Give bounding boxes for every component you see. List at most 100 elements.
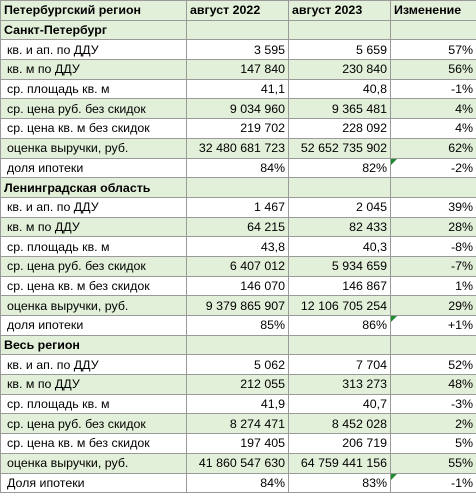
value-aug-2023: 86%	[288, 315, 391, 336]
table-row: кв. и ап. по ДДУ 3 595 5 659 57%	[0, 39, 476, 61]
value-aug-2022: 84%	[186, 472, 289, 494]
value-change: -2%	[390, 157, 476, 179]
value-change: 52%	[390, 354, 476, 376]
value-aug-2022: 41 860 547 630	[186, 452, 289, 474]
value-aug-2023: 5 659	[288, 39, 391, 61]
row-label: оценка выручки, руб.	[0, 295, 187, 316]
value-aug-2023: 82%	[288, 157, 391, 179]
value-change: 29%	[390, 295, 476, 316]
value-change: -1%	[390, 472, 476, 494]
row-label: кв. и ап. по ДДУ	[0, 196, 187, 218]
table-row: кв. м по ДДУ 147 840 230 840 56%	[0, 59, 476, 80]
value-aug-2022: 146 070	[186, 275, 289, 297]
table-row: Доля ипотеки 84% 83% -1%	[0, 472, 476, 494]
value-aug-2022: 85%	[186, 315, 289, 336]
table-row: оценка выручки, руб. 41 860 547 630 64 759…	[0, 452, 476, 474]
value-aug-2022: 147 840	[186, 59, 289, 80]
value-change: 62%	[390, 137, 476, 159]
row-label: оценка выручки, руб.	[0, 452, 187, 474]
empty-cell	[288, 177, 391, 198]
value-aug-2023: 52 652 735 902	[288, 137, 391, 159]
value-aug-2023: 206 719	[288, 433, 391, 454]
row-label: Доля ипотеки	[0, 472, 187, 494]
value-change: 28%	[390, 216, 476, 238]
value-aug-2023: 2 045	[288, 196, 391, 218]
header-region: Петербургский регион	[0, 0, 187, 21]
row-label: ср. цена руб. без скидок	[0, 255, 187, 277]
row-label: кв. м по ДДУ	[0, 374, 187, 395]
section-header-row: Санкт-Петербург	[0, 19, 476, 41]
value-aug-2022: 212 055	[186, 374, 289, 395]
row-label: ср. площадь кв. м	[0, 393, 187, 415]
value-aug-2023: 7 704	[288, 354, 391, 376]
row-label: ср. цена руб. без скидок	[0, 413, 187, 435]
value-aug-2023: 40,7	[288, 393, 391, 415]
value-aug-2023: 64 759 441 156	[288, 452, 391, 474]
table-row: кв. м по ДДУ 212 055 313 273 48%	[0, 374, 476, 395]
row-label: ср. цена кв. м без скидок	[0, 275, 187, 297]
empty-cell	[186, 177, 289, 198]
value-aug-2023: 146 867	[288, 275, 391, 297]
value-aug-2023: 8 452 028	[288, 413, 391, 435]
table-row: ср. площадь кв. м 41,1 40,8 -1%	[0, 78, 476, 100]
section-title: Ленинградская область	[0, 177, 187, 198]
table-row: ср. цена кв. м без скидок 146 070 146 867 1…	[0, 275, 476, 297]
value-aug-2022: 43,8	[186, 236, 289, 257]
value-change: 4%	[390, 98, 476, 120]
row-label: ср. цена кв. м без скидок	[0, 118, 187, 139]
table-row: доля ипотеки 84% 82% -2%	[0, 157, 476, 179]
value-aug-2022: 84%	[186, 157, 289, 179]
value-change: -7%	[390, 255, 476, 277]
row-label: кв. и ап. по ДДУ	[0, 39, 187, 61]
table-body: Санкт-Петербург кв. и ап. по ДДУ 3 595 5 65…	[0, 19, 476, 494]
section-header-row: Ленинградская область	[0, 177, 476, 198]
value-aug-2022: 64 215	[186, 216, 289, 238]
header-aug-2022: август 2022	[186, 0, 289, 21]
empty-cell	[390, 19, 476, 41]
value-change: 5%	[390, 433, 476, 454]
table-header-row: Петербургский регион август 2022 август …	[0, 0, 476, 21]
row-label: кв. и ап. по ДДУ	[0, 354, 187, 376]
section-header-row: Весь регион	[0, 334, 476, 356]
value-aug-2022: 9 379 865 907	[186, 295, 289, 316]
empty-cell	[390, 177, 476, 198]
empty-cell	[390, 334, 476, 356]
empty-cell	[288, 334, 391, 356]
section-title: Весь регион	[0, 334, 187, 356]
value-aug-2022: 1 467	[186, 196, 289, 218]
table-row: ср. цена кв. м без скидок 219 702 228 092 4…	[0, 118, 476, 139]
value-change: +1%	[390, 315, 476, 336]
table-row: ср. цена руб. без скидок 8 274 471 8 452 0…	[0, 413, 476, 435]
value-aug-2022: 5 062	[186, 354, 289, 376]
row-label: кв. м по ДДУ	[0, 216, 187, 238]
table-row: кв. и ап. по ДДУ 1 467 2 045 39%	[0, 196, 476, 218]
table-row: оценка выручки, руб. 32 480 681 723 52 652…	[0, 137, 476, 159]
table-row: ср. цена кв. м без скидок 197 405 206 719 5…	[0, 433, 476, 454]
value-change: 57%	[390, 39, 476, 61]
value-aug-2023: 40,8	[288, 78, 391, 100]
table-row: кв. м по ДДУ 64 215 82 433 28%	[0, 216, 476, 238]
table-row: ср. площадь кв. м 43,8 40,3 -8%	[0, 236, 476, 257]
value-change: 1%	[390, 275, 476, 297]
value-aug-2023: 40,3	[288, 236, 391, 257]
value-aug-2023: 12 106 705 254	[288, 295, 391, 316]
row-label: ср. площадь кв. м	[0, 236, 187, 257]
value-aug-2023: 5 934 659	[288, 255, 391, 277]
empty-cell	[288, 19, 391, 41]
value-aug-2022: 9 034 960	[186, 98, 289, 120]
value-change: 2%	[390, 413, 476, 435]
value-change: 39%	[390, 196, 476, 218]
row-label: доля ипотеки	[0, 157, 187, 179]
row-label: кв. м по ДДУ	[0, 59, 187, 80]
value-aug-2023: 82 433	[288, 216, 391, 238]
table-row: ср. цена руб. без скидок 6 407 012 5 934 6…	[0, 255, 476, 277]
table-row: оценка выручки, руб. 9 379 865 907 12 106 …	[0, 295, 476, 316]
value-aug-2023: 83%	[288, 472, 391, 494]
value-aug-2022: 6 407 012	[186, 255, 289, 277]
value-aug-2022: 32 480 681 723	[186, 137, 289, 159]
row-label: оценка выручки, руб.	[0, 137, 187, 159]
table-row: доля ипотеки 85% 86% +1%	[0, 315, 476, 336]
value-aug-2022: 219 702	[186, 118, 289, 139]
row-label: ср. цена руб. без скидок	[0, 98, 187, 120]
value-aug-2022: 8 274 471	[186, 413, 289, 435]
